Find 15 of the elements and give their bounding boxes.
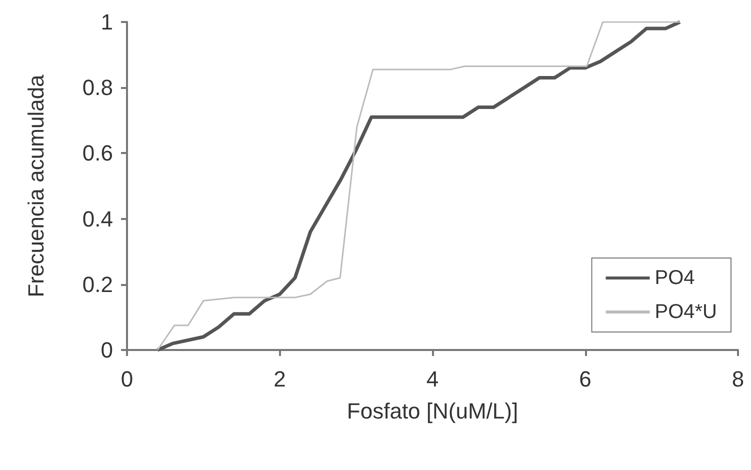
legend-label: PO4*U — [654, 301, 718, 323]
x-tick-label: 4 — [426, 366, 439, 392]
y-tick-label: 0.6 — [82, 140, 113, 166]
x-axis-title: Fosfato [N(uM/L)] — [346, 398, 518, 424]
x-tick-label: 2 — [274, 366, 286, 392]
y-tick-label: 1 — [100, 10, 113, 34]
y-axis-title: Frecuencia acumulada — [24, 74, 48, 298]
y-tick-label: 0 — [100, 338, 113, 362]
x-tick-label: 6 — [579, 366, 592, 392]
y-tick-label: 0.8 — [82, 75, 113, 100]
x-tick-label: 8 — [732, 366, 744, 392]
x-tick-label: 0 — [120, 366, 134, 392]
legend-label: PO4 — [654, 267, 695, 289]
y-tick-label: 0.4 — [82, 206, 113, 232]
y-tick-label: 0.2 — [82, 272, 113, 297]
